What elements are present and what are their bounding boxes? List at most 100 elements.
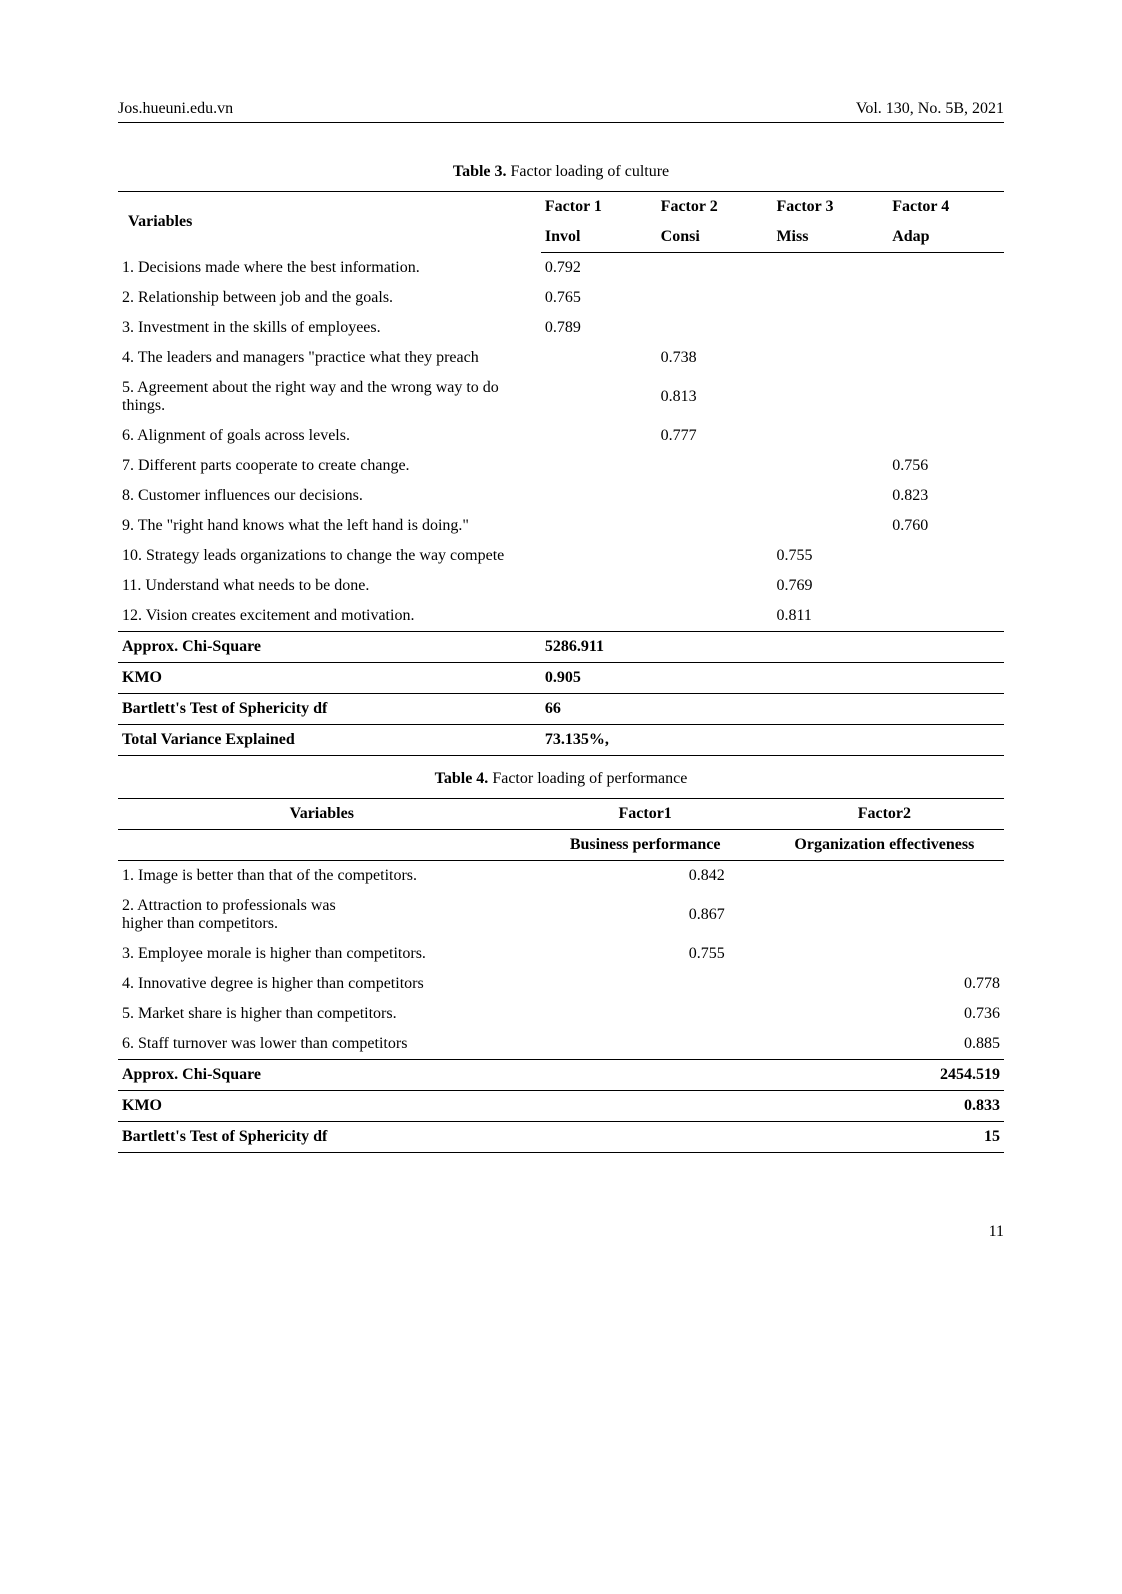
variable-cell: 12. Vision creates excitement and motiva…: [118, 601, 541, 632]
table3: Variables Factor 1 Factor 2 Factor 3 Fac…: [118, 191, 1004, 756]
table4-sub1: Business performance: [526, 830, 765, 861]
variable-cell: 3. Investment in the skills of employees…: [118, 313, 541, 343]
value-cell: [657, 571, 773, 601]
value-cell: 0.789: [541, 313, 657, 343]
value-cell: [657, 601, 773, 632]
value-cell: [765, 861, 1004, 892]
table-row: 5. Market share is higher than competito…: [118, 999, 1004, 1029]
value-cell: 0.755: [526, 939, 765, 969]
value-cell: 0.842: [526, 861, 765, 892]
value-cell: [541, 451, 657, 481]
table-row: 6. Alignment of goals across levels. 0.77…: [118, 421, 1004, 451]
table4-factor1-label: Factor1: [526, 799, 765, 830]
table3-sub3: Miss: [772, 222, 888, 253]
stat-row: Approx. Chi-Square5286.911: [118, 632, 1004, 663]
value-cell: 0.736: [765, 999, 1004, 1029]
value-cell: [772, 511, 888, 541]
table4: Variables Factor1 Factor2 Business perfo…: [118, 798, 1004, 1153]
value-cell: [765, 891, 1004, 939]
table4-caption: Table 4. Factor loading of performance: [118, 770, 1004, 788]
table3-caption-text: Factor loading of culture: [507, 163, 670, 180]
value-cell: [526, 969, 765, 999]
table-row: 4. Innovative degree is higher than comp…: [118, 969, 1004, 999]
value-cell: 0.769: [772, 571, 888, 601]
table-row: 12. Vision creates excitement and motiva…: [118, 601, 1004, 632]
stat-label: KMO: [118, 1091, 526, 1122]
table3-vars-label: Variables: [118, 192, 541, 253]
table4-factor2-label: Factor2: [765, 799, 1004, 830]
table4-caption-text: Factor loading of performance: [488, 770, 687, 787]
value-cell: 0.756: [888, 451, 1004, 481]
table-row: 11. Understand what needs to be done. 0.7…: [118, 571, 1004, 601]
value-cell: 0.885: [765, 1029, 1004, 1060]
value-cell: [888, 571, 1004, 601]
value-cell: [541, 343, 657, 373]
table-row: 1. Decisions made where the best informa…: [118, 253, 1004, 284]
stat-label: Bartlett's Test of Sphericity df: [118, 694, 541, 725]
value-cell: 0.765: [541, 283, 657, 313]
variable-cell: 2. Relationship between job and the goal…: [118, 283, 541, 313]
value-cell: 0.760: [888, 511, 1004, 541]
variable-cell: 4. The leaders and managers "practice wh…: [118, 343, 541, 373]
table4-sub-blank: [118, 830, 526, 861]
variable-cell: 3. Employee morale is higher than compet…: [118, 939, 526, 969]
stat-value: 0.833: [765, 1091, 1004, 1122]
value-cell: [541, 511, 657, 541]
value-cell: 0.777: [657, 421, 773, 451]
value-cell: [541, 601, 657, 632]
value-cell: [541, 481, 657, 511]
value-cell: [526, 1029, 765, 1060]
table3-sub2: Consi: [657, 222, 773, 253]
stat-row: Approx. Chi-Square 2454.519: [118, 1060, 1004, 1091]
value-cell: [888, 313, 1004, 343]
value-cell: [657, 541, 773, 571]
value-cell: [526, 999, 765, 1029]
table-row: 7. Different parts cooperate to create c…: [118, 451, 1004, 481]
table4-vars-label: Variables: [118, 799, 526, 830]
value-cell: [772, 283, 888, 313]
table-row: 3. Employee morale is higher than compet…: [118, 939, 1004, 969]
value-cell: [657, 313, 773, 343]
value-cell: [888, 343, 1004, 373]
variable-cell: 10. Strategy leads organizations to chan…: [118, 541, 541, 571]
table3-sub4: Adap: [888, 222, 1004, 253]
stat-label: Approx. Chi-Square: [118, 1060, 526, 1091]
issue-info: Vol. 130, No. 5B, 2021: [856, 100, 1004, 118]
value-cell: [772, 253, 888, 284]
stat-blank: [526, 1091, 765, 1122]
table-row: 9. The "right hand knows what the left h…: [118, 511, 1004, 541]
value-cell: [772, 481, 888, 511]
page-number: 11: [118, 1223, 1004, 1241]
journal-url: Jos.hueuni.edu.vn: [118, 100, 233, 118]
value-cell: [657, 481, 773, 511]
stat-value: 15: [765, 1122, 1004, 1153]
value-cell: 0.778: [765, 969, 1004, 999]
table-row: 3. Investment in the skills of employees…: [118, 313, 1004, 343]
stat-value: 5286.911: [541, 632, 1004, 663]
stat-value: 2454.519: [765, 1060, 1004, 1091]
variable-cell: 11. Understand what needs to be done.: [118, 571, 541, 601]
variable-cell: 6. Alignment of goals across levels.: [118, 421, 541, 451]
variable-cell: 9. The "right hand knows what the left h…: [118, 511, 541, 541]
value-cell: [657, 253, 773, 284]
value-cell: [772, 343, 888, 373]
value-cell: [541, 421, 657, 451]
table4-sub2: Organization effectiveness: [765, 830, 1004, 861]
value-cell: 0.823: [888, 481, 1004, 511]
table3-sub1: Invol: [541, 222, 657, 253]
value-cell: [888, 601, 1004, 632]
table3-caption-bold: Table 3.: [453, 163, 507, 180]
value-cell: [541, 541, 657, 571]
value-cell: [772, 421, 888, 451]
table-row: 6. Staff turnover was lower than competi…: [118, 1029, 1004, 1060]
table4-caption-bold: Table 4.: [435, 770, 489, 787]
table3-header-row1: Variables Factor 1 Factor 2 Factor 3 Fac…: [118, 192, 1004, 223]
value-cell: [657, 283, 773, 313]
value-cell: [772, 451, 888, 481]
variable-cell: 1. Image is better than that of the comp…: [118, 861, 526, 892]
stat-value: 73.135%,: [541, 725, 1004, 756]
page-header: Jos.hueuni.edu.vn Vol. 130, No. 5B, 2021: [118, 100, 1004, 123]
value-cell: [772, 373, 888, 421]
stat-row: Bartlett's Test of Sphericity df66: [118, 694, 1004, 725]
stat-row: KMO0.905: [118, 663, 1004, 694]
